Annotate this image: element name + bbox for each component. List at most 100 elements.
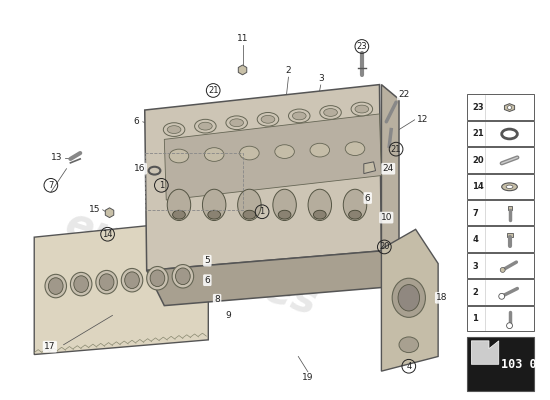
Ellipse shape	[314, 210, 326, 219]
Ellipse shape	[173, 210, 185, 219]
Ellipse shape	[343, 189, 367, 220]
Text: 6: 6	[365, 194, 371, 202]
Text: 2: 2	[285, 66, 292, 76]
Text: 9: 9	[225, 311, 231, 320]
Bar	[468, 147, 534, 173]
Text: 3: 3	[472, 262, 478, 270]
Ellipse shape	[167, 126, 181, 134]
Text: 5: 5	[205, 256, 210, 265]
Text: eurospares: eurospares	[59, 203, 322, 324]
Ellipse shape	[48, 278, 63, 294]
Text: 10: 10	[381, 213, 392, 222]
Bar	[468, 253, 534, 278]
Bar	[468, 306, 534, 331]
Ellipse shape	[261, 116, 275, 123]
Text: since 1985: since 1985	[207, 191, 350, 258]
Text: 8: 8	[214, 295, 220, 304]
Ellipse shape	[399, 337, 419, 352]
Ellipse shape	[195, 119, 216, 133]
Text: 21: 21	[208, 86, 218, 95]
Ellipse shape	[392, 278, 425, 317]
Text: 4: 4	[406, 362, 411, 371]
Text: 14: 14	[472, 182, 484, 191]
Ellipse shape	[121, 268, 143, 292]
Bar	[508, 206, 513, 210]
Circle shape	[508, 106, 512, 110]
Ellipse shape	[175, 268, 190, 284]
Text: 1: 1	[260, 207, 265, 216]
Ellipse shape	[230, 119, 244, 127]
Ellipse shape	[506, 185, 513, 188]
Ellipse shape	[147, 266, 168, 290]
Text: 22: 22	[398, 90, 410, 99]
Ellipse shape	[169, 149, 189, 163]
Bar	[468, 94, 534, 120]
Ellipse shape	[289, 109, 310, 123]
Bar	[468, 279, 534, 305]
Text: 16: 16	[134, 164, 146, 173]
Ellipse shape	[96, 270, 117, 294]
Ellipse shape	[205, 148, 224, 161]
Text: 20: 20	[472, 156, 484, 165]
Circle shape	[499, 293, 505, 299]
Ellipse shape	[355, 105, 368, 113]
Text: 18: 18	[436, 293, 448, 302]
Text: 13: 13	[51, 154, 63, 162]
Polygon shape	[381, 229, 438, 371]
Polygon shape	[34, 220, 208, 354]
Bar	[468, 337, 534, 391]
Text: 19: 19	[302, 374, 314, 382]
Ellipse shape	[150, 270, 165, 286]
Text: 6: 6	[205, 276, 210, 285]
Ellipse shape	[74, 276, 89, 292]
Ellipse shape	[202, 189, 226, 220]
Ellipse shape	[199, 122, 212, 130]
Ellipse shape	[278, 210, 291, 219]
Text: 7: 7	[472, 209, 478, 218]
Text: 7: 7	[48, 181, 53, 190]
Polygon shape	[105, 208, 114, 218]
Text: 20: 20	[379, 242, 389, 252]
Text: 21: 21	[391, 145, 401, 154]
Ellipse shape	[208, 210, 221, 219]
Ellipse shape	[125, 272, 139, 288]
Bar	[468, 226, 534, 252]
Ellipse shape	[351, 102, 372, 116]
Ellipse shape	[349, 210, 361, 219]
Text: 12: 12	[417, 115, 428, 124]
Bar	[468, 174, 534, 199]
Ellipse shape	[45, 274, 67, 298]
Ellipse shape	[172, 264, 194, 288]
Text: 1: 1	[472, 314, 478, 323]
Ellipse shape	[70, 272, 92, 296]
Ellipse shape	[275, 145, 294, 158]
Text: 6: 6	[133, 117, 139, 126]
Ellipse shape	[324, 108, 337, 116]
Ellipse shape	[238, 189, 261, 220]
Ellipse shape	[257, 112, 279, 126]
Ellipse shape	[273, 189, 296, 220]
Text: 2: 2	[472, 288, 478, 297]
Text: 17: 17	[44, 342, 56, 351]
Text: 15: 15	[89, 205, 101, 214]
Ellipse shape	[167, 189, 191, 220]
Text: 24: 24	[383, 164, 394, 173]
Text: 23: 23	[356, 42, 367, 51]
Polygon shape	[145, 84, 381, 270]
Text: 23: 23	[472, 103, 484, 112]
Ellipse shape	[99, 274, 114, 290]
Polygon shape	[504, 104, 515, 112]
Text: 4: 4	[472, 235, 478, 244]
Bar	[507, 233, 514, 237]
Ellipse shape	[310, 143, 329, 157]
Ellipse shape	[240, 146, 259, 160]
Polygon shape	[381, 84, 399, 286]
Ellipse shape	[293, 112, 306, 120]
Polygon shape	[364, 162, 376, 174]
Text: 21: 21	[472, 130, 484, 138]
Polygon shape	[164, 114, 381, 200]
Bar	[145, 153, 243, 210]
Text: 11: 11	[237, 34, 248, 43]
Polygon shape	[238, 65, 247, 75]
Polygon shape	[471, 341, 499, 364]
